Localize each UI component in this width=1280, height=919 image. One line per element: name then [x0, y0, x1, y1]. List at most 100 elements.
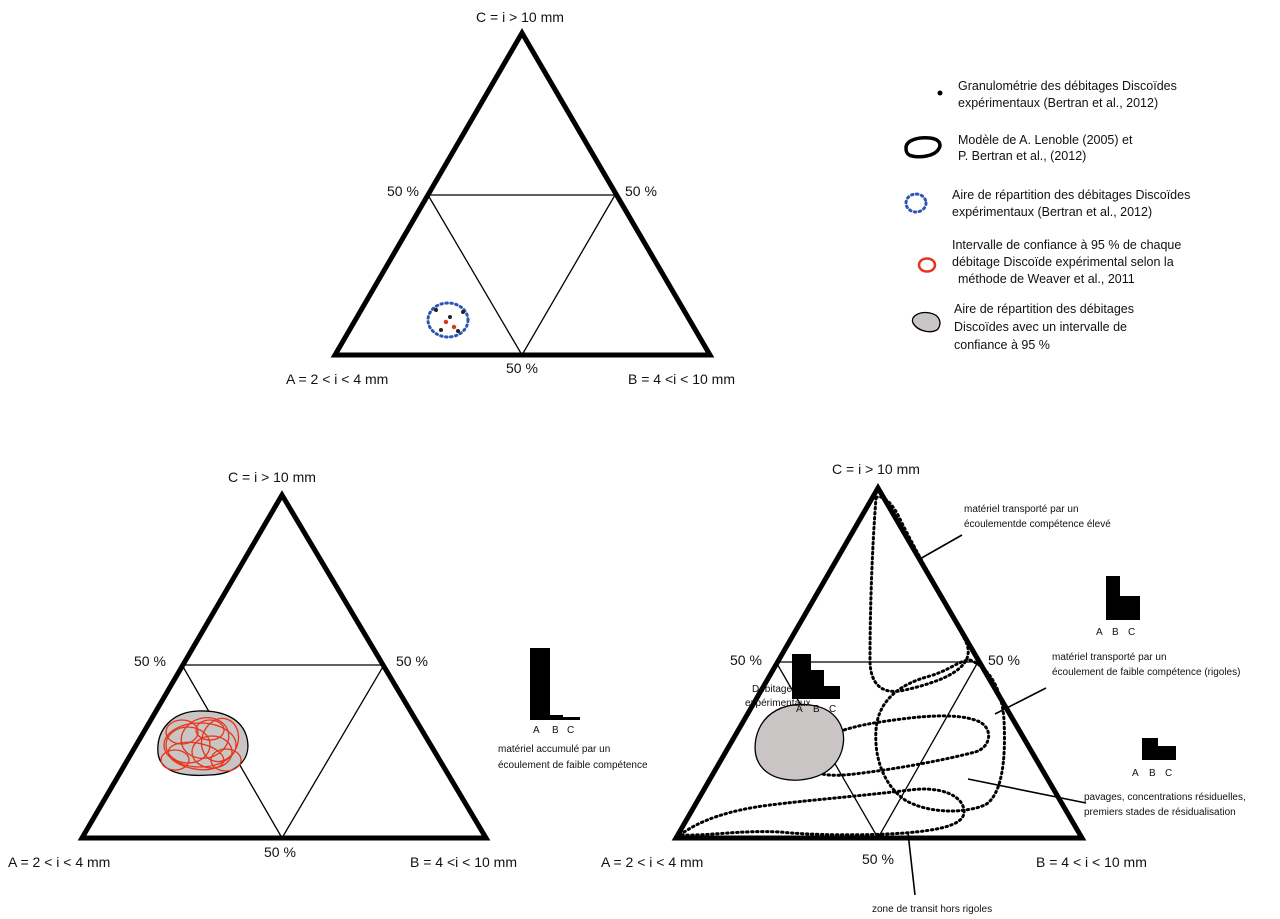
bl-annotation-line: écoulement de faible compétence	[498, 760, 648, 771]
legend-item-line: Granulométrie des débitages Discoïdes	[958, 79, 1177, 93]
sample-point	[461, 310, 465, 314]
bottom-left-ternary-diagram: C = i > 10 mm 50 % 50 % 50 % A = 2 < i <…	[8, 469, 648, 870]
red-ellipse	[191, 735, 233, 769]
top-apex-label: C = i > 10 mm	[476, 9, 564, 25]
sample-point	[448, 315, 452, 319]
histogram-axis-label: A	[1096, 627, 1103, 638]
legend-item-line: Modèle de A. Lenoble (2005) et	[958, 133, 1133, 147]
red-outline-icon	[917, 257, 937, 273]
br-high-competence-zone	[868, 495, 970, 693]
histogram-axis-label: B	[813, 704, 820, 715]
br-apex-label: C = i > 10 mm	[832, 461, 920, 477]
blue-dotted-outline-icon	[904, 192, 928, 214]
legend-item-line: Aire de répartition des débitages	[954, 302, 1134, 316]
bl-right-vertex-label: B = 4 <i < 10 mm	[410, 854, 517, 870]
sample-point	[456, 329, 460, 333]
top-bottom-mid-label: 50 %	[506, 360, 538, 376]
black-outline-icon	[904, 136, 942, 159]
leader-high-competence	[917, 534, 963, 561]
histogram-bar-b	[1158, 746, 1176, 760]
red-ellipse	[165, 719, 199, 745]
red-ellipse	[160, 749, 190, 771]
top-left-vertex-label: A = 2 < i < 4 mm	[286, 371, 388, 387]
bl-left-vertex-label: A = 2 < i < 4 mm	[8, 854, 110, 870]
top-blue-distribution-area	[426, 301, 470, 339]
leader-transit	[907, 832, 916, 896]
legend-item-line: Discoïdes avec un intervalle de	[954, 320, 1127, 334]
top-right-mid-label: 50 %	[625, 183, 657, 199]
red-ellipse	[200, 717, 240, 763]
bl-red-confidence-ellipses	[160, 717, 242, 772]
legend: Granulométrie des débitages Discoïdes ex…	[904, 79, 1190, 352]
leader-rills	[994, 687, 1047, 715]
histogram-axis-label: C	[1165, 768, 1172, 779]
br-annotation-line: premiers stades de résidualisation	[1084, 807, 1236, 818]
histogram-bar-c	[563, 717, 580, 720]
br-transit-zone	[675, 787, 966, 837]
legend-item-line: Aire de répartition des débitages Discoï…	[952, 188, 1190, 202]
legend-item-blue-area: Aire de répartition des débitages Discoï…	[904, 188, 1190, 219]
histogram-axis-label: B	[1149, 768, 1156, 779]
bl-triangle-outline	[77, 490, 491, 841]
sample-point	[439, 328, 443, 332]
histogram-axis-label: C	[1128, 627, 1135, 638]
histogram-bar-b	[550, 715, 563, 720]
bottom-right-ternary-diagram: C = i > 10 mm 50 % 50 % 50 % A = 2 < i <…	[601, 461, 1246, 915]
br-left-mid-label: 50 %	[730, 652, 762, 668]
br-annotation-line: écoulementde compétence élevé	[964, 519, 1111, 530]
top-left-mid-label: 50 %	[387, 183, 419, 199]
histogram-bar-b	[1120, 596, 1140, 620]
legend-item-gray-area: Aire de répartition des débitages Discoï…	[911, 302, 1134, 352]
legend-item-model: Modèle de A. Lenoble (2005) et P. Bertra…	[904, 133, 1133, 163]
br-histogram-lag: A B C	[1132, 738, 1176, 779]
br-annotation-line: matériel transporté par un	[964, 504, 1079, 515]
bl-annotation-line: matériel accumulé par un	[498, 744, 610, 755]
bl-apex-label: C = i > 10 mm	[228, 469, 316, 485]
dot-icon	[937, 90, 943, 96]
br-lag-zone	[798, 714, 991, 777]
bl-histogram: A B C	[530, 648, 580, 736]
histogram-bar-b	[811, 670, 824, 699]
sample-point	[443, 319, 449, 325]
br-bottom-mid-label: 50 %	[862, 851, 894, 867]
legend-item-line: P. Bertran et al., (2012)	[958, 149, 1086, 163]
histogram-axis-label: C	[567, 725, 574, 736]
legend-item-line: débitage Discoïde expérimental selon la	[952, 255, 1174, 269]
top-inner-triangle	[426, 194, 617, 357]
br-gray-zone-label: Débitages	[752, 684, 797, 695]
bl-left-mid-label: 50 %	[134, 653, 166, 669]
histogram-axis-label: A	[533, 725, 540, 736]
sample-point	[451, 324, 457, 330]
br-gray-zone-label: expérimentaux	[745, 698, 811, 709]
legend-item-line: confiance à 95 %	[954, 338, 1050, 352]
histogram-axis-label: B	[1112, 627, 1119, 638]
histogram-bar-a	[792, 654, 811, 699]
br-rills-zone	[874, 658, 1006, 813]
top-sample-points	[434, 308, 465, 333]
legend-item-line: expérimentaux (Bertran et al., 2012)	[952, 205, 1152, 219]
sample-point	[434, 308, 438, 312]
histogram-bar-a	[1142, 738, 1158, 760]
top-ternary-diagram: C = i > 10 mm 50 % 50 % 50 % A = 2 < i <…	[286, 9, 735, 387]
br-right-vertex-label: B = 4 < i < 10 mm	[1036, 854, 1147, 870]
br-experimental-area	[754, 703, 845, 781]
gray-fill-icon	[911, 311, 941, 333]
br-right-mid-label: 50 %	[988, 652, 1020, 668]
br-histogram-high-competence: A B C	[1096, 576, 1140, 638]
histogram-bar-a	[1106, 576, 1120, 620]
br-annotation-line: pavages, concentrations résiduelles,	[1084, 792, 1246, 803]
bl-right-mid-label: 50 %	[396, 653, 428, 669]
br-annotation-line: zone de transit hors rigoles	[872, 904, 992, 915]
leader-lag	[967, 778, 1087, 804]
br-left-vertex-label: A = 2 < i < 4 mm	[601, 854, 703, 870]
histogram-axis-label: B	[552, 725, 559, 736]
histogram-axis-label: A	[796, 704, 803, 715]
legend-item-line: méthode de Weaver et al., 2011	[958, 272, 1135, 286]
histogram-axis-label: A	[1132, 768, 1139, 779]
br-annotation-line: écoulement de faible compétence (rigoles…	[1052, 667, 1240, 678]
red-ellipse	[210, 748, 242, 772]
top-right-vertex-label: B = 4 <i < 10 mm	[628, 371, 735, 387]
legend-item-line: Intervalle de confiance à 95 % de chaque	[952, 238, 1181, 252]
histogram-axis-label: C	[829, 704, 836, 715]
